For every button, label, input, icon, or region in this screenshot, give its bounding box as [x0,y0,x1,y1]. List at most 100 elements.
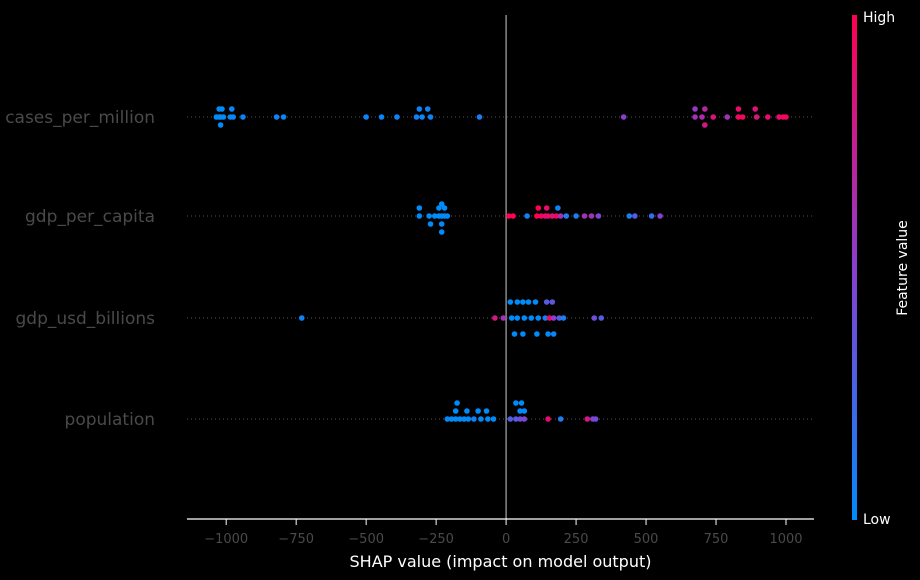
shap-point-population [518,400,525,406]
shap-point-population [521,416,528,422]
shap-point-population [461,416,467,422]
shap-point-cases_per_million [427,114,434,120]
feature-labels: cases_per_million gdp_per_capita gdp_usd_b… [5,108,155,430]
shap-point-cases_per_million [620,114,627,120]
shap-point-cases_per_million [476,114,483,120]
shap-point-gdp_usd_billions [500,315,507,321]
shap-point-gdp_usd_billions [514,299,521,305]
shap-point-gdp_usd_billions [542,315,549,321]
shap-point-cases_per_million [219,106,225,112]
shap-point-population [485,416,491,422]
shap-point-gdp_usd_billions [545,331,551,337]
shap-point-gdp_per_capita [545,213,551,219]
shap-point-gdp_per_capita [438,221,445,227]
shap-point-population [452,416,459,422]
shap-point-gdp_per_capita [657,213,663,219]
shap-point-population [517,416,523,422]
shap-point-cases_per_million [230,114,236,120]
shap-point-population [545,416,551,422]
shap-point-cases_per_million [753,114,760,120]
x-tick-label: −500 [348,532,384,547]
shap-point-gdp_usd_billions [549,299,556,305]
data-points [213,106,789,422]
shap-point-population [490,416,497,422]
shap-point-gdp_usd_billions [298,315,305,321]
shap-point-cases_per_million [363,114,369,120]
shap-point-cases_per_million [413,114,420,120]
shap-point-population [513,416,519,422]
shap-point-cases_per_million [220,114,227,120]
shap-point-gdp_per_capita [573,213,579,219]
shap-point-gdp_usd_billions [534,331,540,337]
x-tick-label: 1000 [769,532,802,547]
shap-point-population [513,400,519,406]
shap-point-gdp_usd_billions [598,315,605,321]
shap-point-cases_per_million [378,114,385,120]
shap-point-gdp_per_capita [549,213,556,219]
shap-point-cases_per_million [419,114,425,120]
shap-point-gdp_per_capita [588,213,595,219]
shap-point-cases_per_million [240,114,246,120]
colorbar-low-label: Low [863,512,891,528]
shap-point-population [465,416,472,422]
x-tick-label: −250 [418,532,454,547]
shap-point-gdp_usd_billions [591,315,598,321]
shap-point-cases_per_million [702,122,708,128]
shap-point-population [507,416,514,422]
row-lines [187,116,814,420]
x-tick-label: 0 [502,532,510,547]
colorbar [852,15,857,520]
shap-point-population [454,400,460,406]
shap-point-gdp_usd_billions [511,331,518,337]
shap-point-population [457,416,463,422]
shap-point-cases_per_million [724,114,731,120]
shap-point-gdp_per_capita [426,213,432,219]
shap-point-gdp_usd_billions [550,331,557,337]
shap-point-cases_per_million [739,114,746,120]
shap-point-cases_per_million [702,106,708,112]
shap-point-cases_per_million [692,106,698,112]
shap-point-cases_per_million [394,114,400,120]
shap-point-gdp_per_capita [427,221,434,227]
shap-point-population [521,408,528,414]
shap-point-gdp_usd_billions [525,299,532,305]
shap-point-cases_per_million [273,114,280,120]
shap-point-gdp_per_capita [581,213,588,219]
shap-point-gdp_per_capita [431,213,438,219]
shap-point-gdp_per_capita [436,205,442,211]
shap-point-gdp_usd_billions [492,315,498,321]
shap-point-gdp_per_capita [648,213,655,219]
shap-point-population [557,416,564,422]
shap-point-gdp_per_capita [626,213,633,219]
shap-point-gdp_usd_billions [550,315,557,321]
shap-point-cases_per_million [752,106,759,112]
feature-label-population: population [65,410,155,430]
shap-point-cases_per_million [776,114,782,120]
shap-point-gdp_per_capita [543,205,550,211]
shap-point-gdp_per_capita [538,213,544,219]
shap-point-gdp_usd_billions [528,315,535,321]
shap-point-population [444,416,451,422]
shap-point-gdp_per_capita [557,213,564,219]
shap-point-gdp_usd_billions [521,315,528,321]
shap-point-gdp_per_capita [595,213,602,219]
x-tick-label: 250 [564,532,589,547]
shap-point-population [475,408,481,414]
shap-point-gdp_usd_billions [507,299,514,305]
shap-point-gdp_per_capita [441,205,448,211]
shap-point-gdp_usd_billions [560,315,567,321]
x-tick-label: 500 [634,532,659,547]
shap-point-gdp_per_capita [510,213,516,219]
shap-point-cases_per_million [424,106,431,112]
feature-label-gdp_per_capita: gdp_per_capita [25,207,155,227]
colorbar-high-label: High [863,10,895,26]
shap-point-population [464,408,470,414]
shap-point-gdp_usd_billions [532,299,539,305]
shap-point-population [592,416,599,422]
shap-point-population [452,408,459,414]
x-tick-label: −1000 [204,532,248,547]
shap-point-gdp_usd_billions [520,331,526,337]
shap-point-cases_per_million [699,114,705,120]
shap-point-gdp_usd_billions [520,299,526,305]
